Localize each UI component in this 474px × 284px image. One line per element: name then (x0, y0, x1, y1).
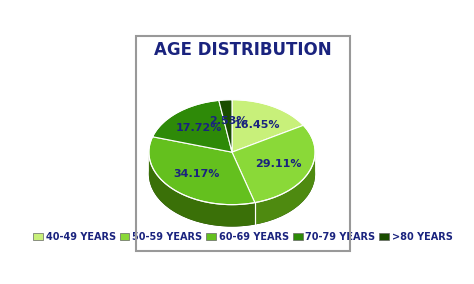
Polygon shape (149, 137, 255, 205)
Text: 16.45%: 16.45% (233, 120, 280, 130)
Text: 17.72%: 17.72% (176, 124, 222, 133)
Polygon shape (149, 152, 255, 227)
Text: 34.17%: 34.17% (173, 169, 219, 179)
Text: 2.53%: 2.53% (209, 116, 247, 126)
Polygon shape (232, 100, 303, 152)
Polygon shape (153, 100, 232, 152)
Legend: 40-49 YEARS, 50-59 YEARS, 60-69 YEARS, 70-79 YEARS, >80 YEARS: 40-49 YEARS, 50-59 YEARS, 60-69 YEARS, 7… (29, 228, 457, 246)
Text: AGE DISTRIBUTION: AGE DISTRIBUTION (154, 41, 332, 59)
Polygon shape (255, 153, 315, 224)
Ellipse shape (149, 122, 315, 227)
Text: 29.11%: 29.11% (255, 159, 301, 169)
Polygon shape (219, 100, 232, 152)
Polygon shape (232, 125, 315, 202)
